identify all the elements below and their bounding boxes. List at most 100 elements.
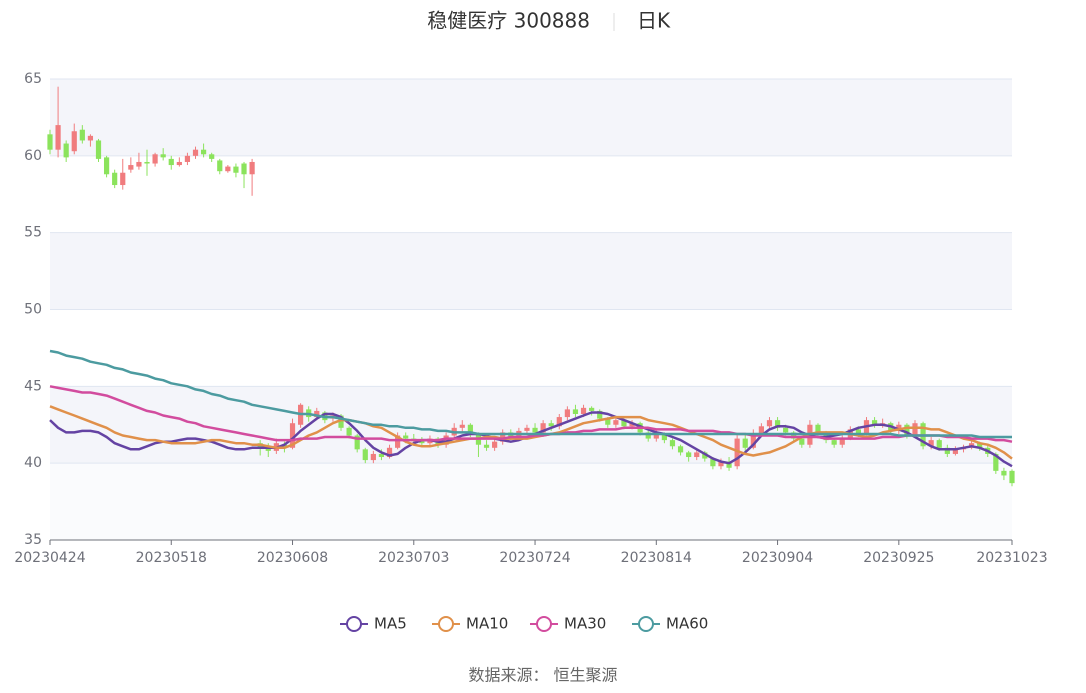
candle-body [645,432,651,439]
candle-body [605,418,611,425]
legend-label: MA30 [564,615,606,633]
candle-body [467,424,473,434]
candle-body [686,452,692,458]
candle-body [540,423,546,433]
candle-body [103,157,110,175]
candle-body [338,415,344,428]
candle-body [952,449,959,454]
candle-body [742,438,748,448]
candle-body [1009,470,1015,484]
x-tick-label: 20230518 [136,550,207,566]
candle-body [128,165,134,170]
x-tick-label: 20231023 [976,550,1047,566]
x-tick-label: 20230904 [742,550,813,566]
candle-body [572,409,579,414]
split-area [50,463,1012,540]
chart-subtitle: 日K [637,9,671,33]
candle-body [556,417,562,427]
candle-body [225,166,231,172]
y-tick-label: 65 [24,71,42,87]
candle-body [289,423,296,448]
legend-marker [638,616,654,632]
candle-body [993,453,999,471]
candle-body [669,440,676,447]
candle-body [136,161,142,167]
candle-body [936,440,942,448]
ma-line [49,385,1013,443]
candle-body [564,409,570,418]
x-tick-label: 20230703 [378,550,449,566]
candle-body [241,163,247,175]
candle-body [734,438,740,467]
chart-title: 稳健医疗 300888 [427,9,590,33]
candle-body [774,420,781,428]
y-tick-label: 35 [24,532,42,548]
candle-body [589,407,595,411]
ma-line [49,349,1012,439]
y-tick-label: 40 [24,455,42,471]
candle-body [871,420,878,425]
candle-body [95,140,102,159]
candle-body [839,438,845,445]
candle-body [192,149,199,156]
candle-body [265,447,271,451]
candle-body [750,433,756,448]
candle-body [217,160,223,172]
candle-body [766,420,773,427]
candle-body [597,410,603,419]
legend-label: MA60 [666,615,708,633]
y-tick-label: 60 [24,148,42,164]
candle-body [912,423,918,436]
candle-body [79,129,85,141]
candle-body [548,423,554,427]
legend-marker [536,616,552,632]
candle-body [386,447,393,458]
candle-body [783,427,789,433]
candle-body [613,420,619,425]
candle-body [710,458,716,467]
candle-body [184,155,191,162]
candle-body [629,423,635,427]
candle-body [249,161,255,175]
candle-body [362,449,368,461]
candle-body [144,161,150,164]
candle-body [483,444,490,448]
candle-body [419,440,425,444]
candle-body [492,441,498,448]
candle-body [403,435,409,439]
candle-body [233,166,239,173]
candle-body [152,154,158,164]
candle-body [443,435,449,445]
candle-body [718,461,724,467]
candle-body [47,134,53,150]
y-tick-label: 55 [24,225,42,241]
legend-label: MA5 [374,615,407,633]
candle-body [928,440,934,447]
candle-body [532,427,538,433]
candle-body [694,452,700,458]
split-area [50,79,1012,156]
candle-body [500,432,506,442]
candle-body [120,172,126,186]
candle-body [580,407,587,414]
candle-body [855,429,862,434]
y-tick-label: 50 [24,302,42,318]
x-tick-label: 20230424 [14,550,85,566]
candle-body [87,135,94,141]
candle-body [160,154,166,158]
candle-body [896,424,902,431]
candle-body [112,172,118,186]
candle-body [653,433,659,439]
candle-body [524,427,530,431]
candle-body [726,461,732,468]
candle-body [176,161,182,166]
split-area [50,386,1012,464]
candle-body [904,424,910,436]
candle-body [209,154,215,159]
candle-body [378,453,385,458]
candle-body [944,447,950,454]
x-tick-label: 20230814 [621,550,692,566]
candle-body [168,158,174,166]
legend-label: MA10 [466,615,508,633]
